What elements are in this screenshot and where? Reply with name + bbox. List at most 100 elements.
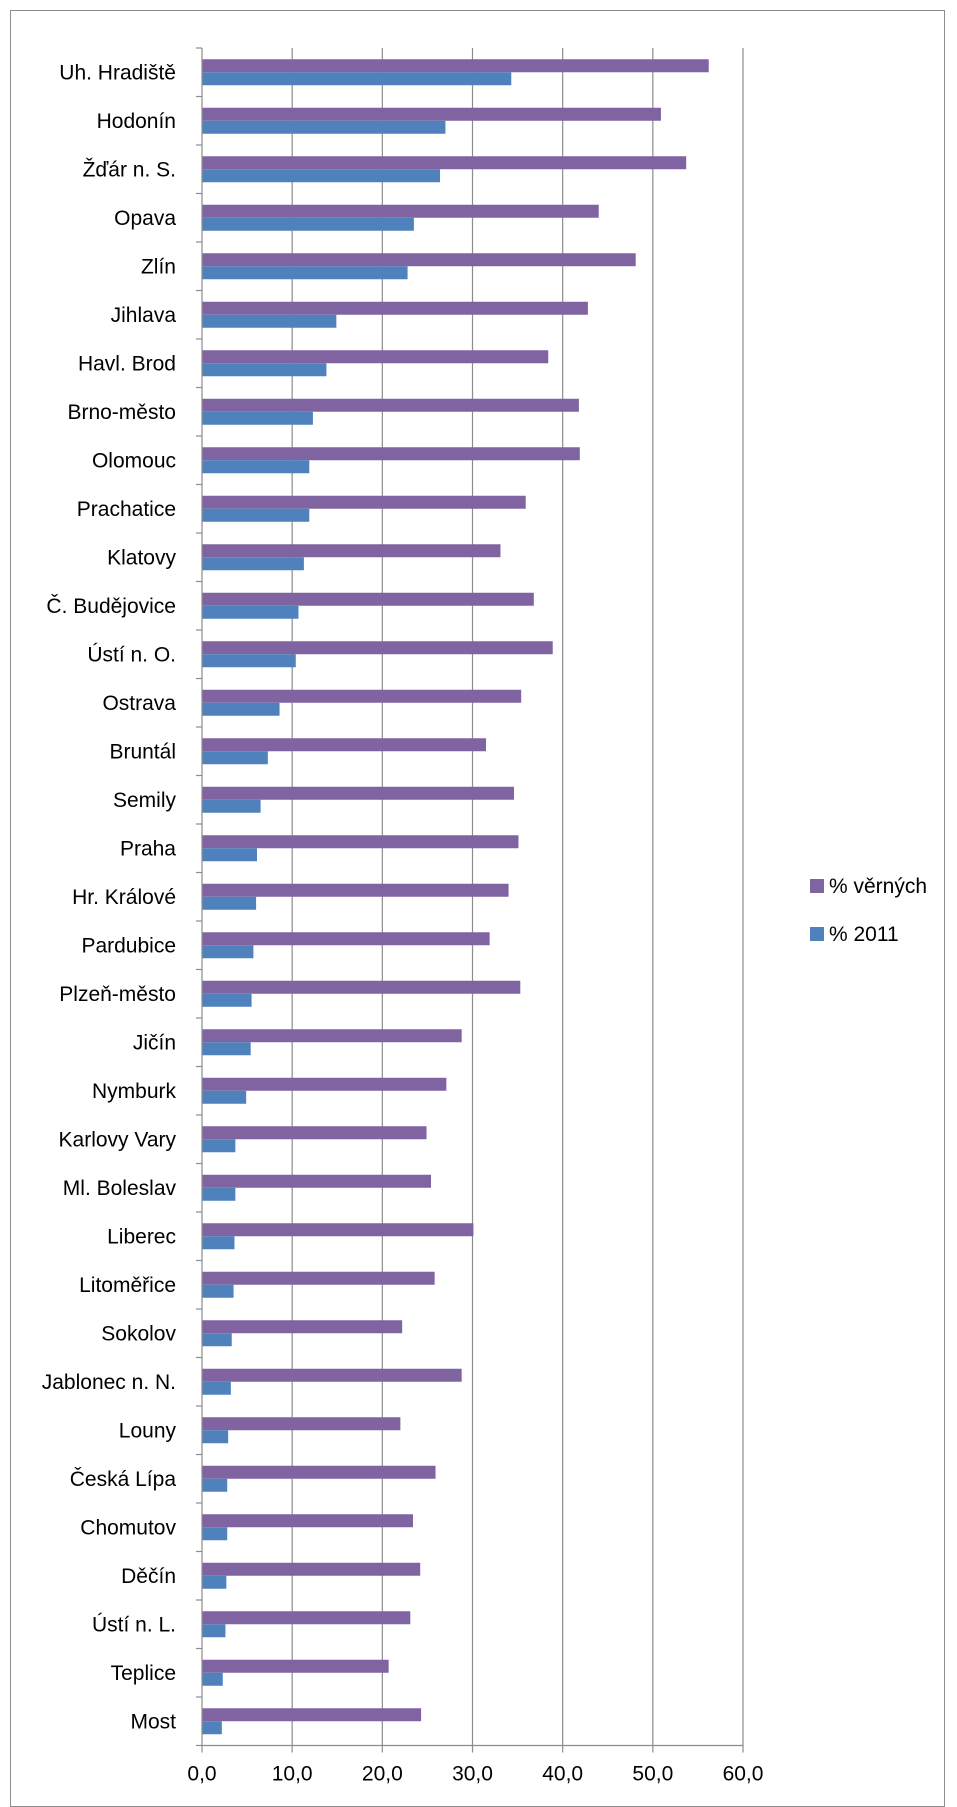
category-label: Havl. Brod (78, 352, 176, 375)
x-tick-label: 30,0 (452, 1763, 493, 1786)
bar-verni (202, 1659, 389, 1673)
bar-2011 (202, 460, 310, 474)
bar-2011 (202, 1672, 223, 1686)
bar-verni (202, 883, 509, 897)
bar-2011 (202, 1575, 227, 1589)
category-label: Teplice (111, 1662, 176, 1685)
bar-2011 (202, 799, 261, 813)
category-label: Klatovy (107, 546, 176, 569)
bar-2011 (202, 120, 446, 134)
category-label: Plzeň-město (59, 983, 176, 1006)
category-label: Ústí n. O. (87, 643, 176, 666)
category-label: Česká Lípa (70, 1468, 177, 1491)
bar-verni (202, 350, 549, 364)
category-label: Děčín (121, 1565, 176, 1588)
category-label: Most (130, 1710, 176, 1733)
category-label: Litoměřice (79, 1274, 176, 1297)
x-tick-label: 50,0 (632, 1763, 673, 1786)
bar-2011 (202, 751, 268, 765)
category-label: Nymburk (92, 1080, 177, 1103)
bar-verni (202, 59, 709, 73)
bar-verni (202, 835, 519, 849)
legend-label: % 2011 (829, 923, 899, 946)
bar-verni (202, 592, 534, 606)
category-label: Brno-město (67, 401, 176, 424)
bar-2011 (202, 945, 254, 959)
category-label: Pardubice (81, 934, 176, 957)
bar-2011 (202, 363, 327, 377)
bar-2011 (202, 508, 310, 522)
bar-verni (202, 641, 553, 655)
bar-2011 (202, 1333, 232, 1347)
bar-2011 (202, 314, 337, 328)
category-label: Žďár n. S. (83, 158, 176, 181)
bar-verni (202, 156, 687, 170)
bar-2011 (202, 1236, 235, 1250)
category-label: Bruntál (109, 740, 176, 763)
bar-verni (202, 1708, 422, 1722)
bar-2011 (202, 1284, 234, 1298)
bars (202, 59, 709, 1735)
category-label: Olomouc (92, 449, 176, 472)
bar-verni (202, 786, 514, 800)
bar-2011 (202, 72, 512, 86)
bar-verni (202, 253, 636, 267)
category-label: Opava (114, 207, 176, 230)
x-tick-label: 60,0 (723, 1763, 764, 1786)
category-label: Jičín (133, 1031, 176, 1054)
bar-verni (202, 932, 490, 946)
category-label: Praha (120, 837, 176, 860)
x-tick-label: 40,0 (542, 1763, 583, 1786)
bar-verni (202, 1223, 474, 1237)
bar-verni (202, 107, 661, 121)
bar-verni (202, 1368, 462, 1382)
legend: % věrných % 2011 (810, 875, 927, 946)
bar-2011 (202, 1624, 226, 1638)
category-label: Prachatice (77, 498, 176, 521)
bar-verni (202, 1126, 427, 1140)
bar-2011 (202, 1381, 231, 1395)
category-label: Ml. Boleslav (63, 1177, 177, 1200)
bar-verni (202, 544, 501, 558)
bar-verni (202, 1514, 413, 1528)
bar-verni (202, 1465, 436, 1479)
bar-verni (202, 1320, 403, 1334)
category-label: Chomutov (80, 1516, 176, 1539)
bar-2011 (202, 1478, 228, 1492)
bar-2011 (202, 1721, 222, 1735)
bar-2011 (202, 1139, 236, 1153)
bar-2011 (202, 896, 257, 910)
category-label: Liberec (107, 1225, 176, 1248)
bar-2011 (202, 605, 299, 619)
bar-verni (202, 301, 588, 315)
category-label: Karlovy Vary (59, 1128, 177, 1151)
x-tick-label: 10,0 (272, 1763, 313, 1786)
bar-verni (202, 398, 579, 412)
category-label: Zlín (141, 255, 176, 278)
x-tick-label: 0,0 (187, 1763, 216, 1786)
bar-verni (202, 1029, 462, 1043)
gridlines (291, 48, 744, 1746)
bar-2011 (202, 654, 296, 668)
bar-2011 (202, 557, 304, 571)
bar-2011 (202, 702, 280, 716)
category-label: Jihlava (111, 304, 177, 327)
bar-verni (202, 980, 521, 994)
bar-verni (202, 204, 599, 218)
bar-verni (202, 495, 526, 509)
category-label: Hr. Králové (72, 886, 176, 909)
bar-verni (202, 1417, 401, 1431)
category-label: Sokolov (101, 1322, 176, 1345)
bar-2011 (202, 1187, 236, 1201)
bar-verni (202, 447, 580, 461)
bar-verni (202, 1174, 432, 1188)
category-labels: Uh. Hradiště Hodonín Žďár n. S. Opava Zlín Ji… (42, 61, 177, 1733)
category-label: Ústí n. L. (92, 1613, 176, 1636)
category-label: Louny (119, 1419, 177, 1442)
category-label: Jablonec n. N. (42, 1371, 176, 1394)
category-label: Uh. Hradiště (59, 61, 176, 84)
category-label: Hodonín (97, 110, 176, 133)
x-tick-label: 20,0 (362, 1763, 403, 1786)
bar-2011 (202, 169, 441, 183)
